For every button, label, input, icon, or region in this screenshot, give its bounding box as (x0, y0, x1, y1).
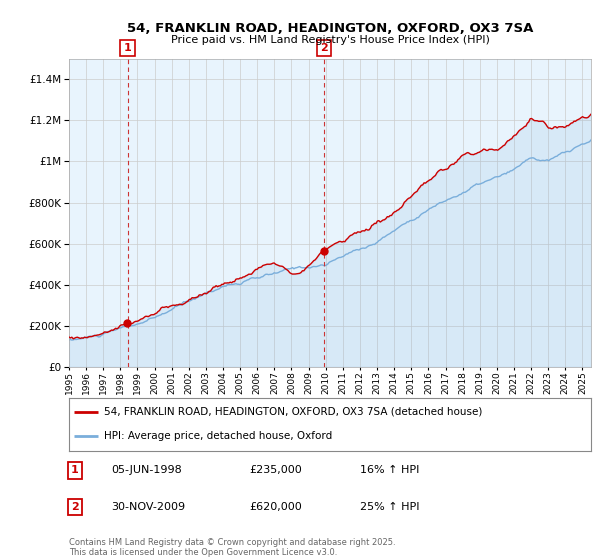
Text: 2: 2 (71, 502, 79, 512)
Text: £620,000: £620,000 (249, 502, 302, 512)
Text: Contains HM Land Registry data © Crown copyright and database right 2025.
This d: Contains HM Land Registry data © Crown c… (69, 538, 395, 557)
Text: 54, FRANKLIN ROAD, HEADINGTON, OXFORD, OX3 7SA: 54, FRANKLIN ROAD, HEADINGTON, OXFORD, O… (127, 22, 533, 35)
Text: 16% ↑ HPI: 16% ↑ HPI (360, 465, 419, 475)
Text: 54, FRANKLIN ROAD, HEADINGTON, OXFORD, OX3 7SA (detached house): 54, FRANKLIN ROAD, HEADINGTON, OXFORD, O… (104, 407, 483, 417)
Text: 30-NOV-2009: 30-NOV-2009 (111, 502, 185, 512)
Text: 2: 2 (320, 43, 328, 53)
Text: 1: 1 (124, 43, 131, 53)
Text: Price paid vs. HM Land Registry's House Price Index (HPI): Price paid vs. HM Land Registry's House … (170, 35, 490, 45)
Text: 1: 1 (71, 465, 79, 475)
Text: HPI: Average price, detached house, Oxford: HPI: Average price, detached house, Oxfo… (104, 431, 333, 441)
Text: 25% ↑ HPI: 25% ↑ HPI (360, 502, 419, 512)
Text: 05-JUN-1998: 05-JUN-1998 (111, 465, 182, 475)
Text: £235,000: £235,000 (249, 465, 302, 475)
